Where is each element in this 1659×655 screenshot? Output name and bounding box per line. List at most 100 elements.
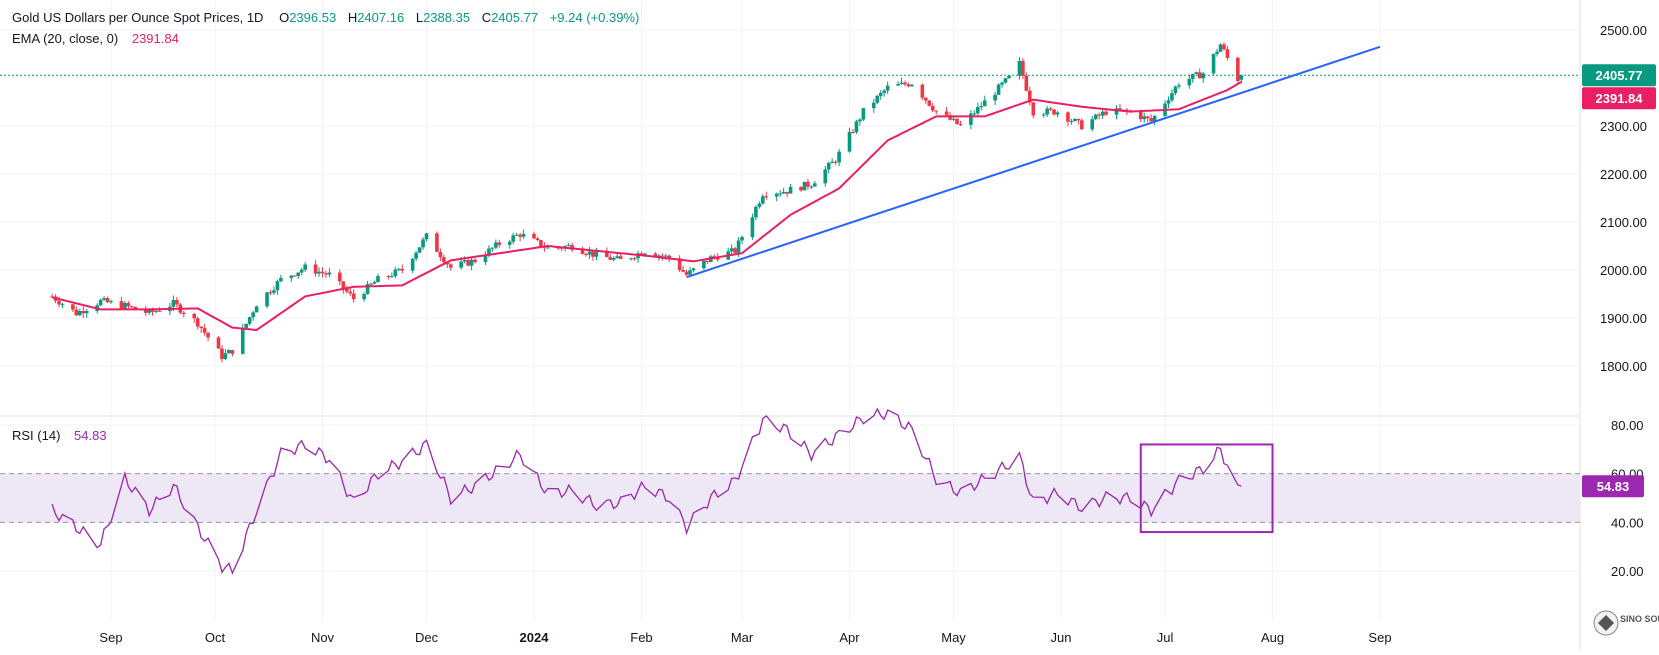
candle-body xyxy=(896,84,900,86)
candle xyxy=(400,264,405,274)
rsi-tick-label: 20.00 xyxy=(1611,564,1644,579)
candle-body xyxy=(410,258,415,271)
candle-body xyxy=(279,277,283,282)
open-value: 2396.53 xyxy=(289,10,336,25)
candle-body xyxy=(882,90,886,93)
candle xyxy=(1173,85,1178,96)
candle-body xyxy=(57,300,61,305)
candle-body xyxy=(1021,60,1025,76)
candle-body xyxy=(344,288,349,292)
candle xyxy=(338,269,342,286)
candle xyxy=(303,261,307,272)
candle-body xyxy=(390,276,394,278)
candle-body xyxy=(490,247,495,249)
candle-body xyxy=(396,268,401,270)
time-tick-label: Dec xyxy=(415,630,439,645)
candle-body xyxy=(518,234,522,237)
candle xyxy=(324,270,328,278)
ema-line xyxy=(51,81,1242,332)
candle xyxy=(386,275,391,280)
candle-body xyxy=(1118,108,1122,111)
candle-body xyxy=(448,264,453,268)
candle xyxy=(806,179,810,190)
candle xyxy=(435,231,439,253)
candle xyxy=(799,186,803,192)
candle xyxy=(119,296,124,310)
candle-body xyxy=(348,291,353,294)
candle xyxy=(594,247,599,261)
time-axis[interactable]: Sep Oct Nov Dec 2024 Feb Mar Apr May Jun Jul Aug Sep xyxy=(99,630,1391,645)
candle-body xyxy=(438,251,443,258)
candle-body xyxy=(761,196,765,204)
candle xyxy=(684,269,689,276)
price-tick-label: 2300.00 xyxy=(1600,119,1647,134)
candle-body xyxy=(712,256,717,258)
candle-body xyxy=(788,186,793,194)
candle-body xyxy=(1239,75,1244,80)
candle xyxy=(313,260,318,277)
candle-body xyxy=(109,301,113,303)
candle-body xyxy=(202,328,207,333)
candle-body xyxy=(663,255,668,257)
svg-text:RSI (14) 54.83: RSI (14) 54.83 xyxy=(12,428,107,443)
candle-body xyxy=(393,269,398,277)
rsi-line xyxy=(51,407,1242,575)
candle-body xyxy=(511,235,515,242)
candle-body xyxy=(858,119,862,122)
candle xyxy=(996,83,1001,96)
candle xyxy=(348,287,353,296)
candle-body xyxy=(535,238,540,241)
candle xyxy=(615,253,620,259)
candle xyxy=(511,232,515,245)
candle-body xyxy=(629,258,633,260)
candle-body xyxy=(993,94,997,101)
candle xyxy=(632,257,637,261)
candle-body xyxy=(421,239,425,248)
candle xyxy=(317,267,321,277)
candle xyxy=(1045,105,1049,117)
candle-body xyxy=(251,312,255,318)
candle xyxy=(105,296,110,303)
candle-body xyxy=(660,255,665,257)
candle xyxy=(414,250,418,262)
candle xyxy=(993,91,997,106)
candle-body xyxy=(459,261,463,268)
candle xyxy=(109,299,113,304)
trend-line[interactable] xyxy=(686,45,1381,279)
rsi-highlight-box[interactable] xyxy=(1139,443,1274,534)
candle xyxy=(1152,115,1157,126)
candle xyxy=(629,257,633,261)
candle xyxy=(507,239,512,249)
candle xyxy=(265,291,269,309)
price-tick-label: 2500.00 xyxy=(1600,23,1647,38)
candle-body xyxy=(400,268,405,271)
candle-body xyxy=(1142,116,1147,120)
time-tick-label: Jun xyxy=(1051,630,1072,645)
candle xyxy=(851,128,855,134)
time-tick-label: Jul xyxy=(1157,630,1174,645)
candle-body xyxy=(254,306,259,313)
candle xyxy=(251,310,255,321)
candle-body xyxy=(507,241,512,245)
ema-price-tag: 2391.84 xyxy=(1582,87,1656,110)
candle-body xyxy=(1055,112,1060,115)
candle-body xyxy=(934,110,938,112)
candle xyxy=(421,237,425,250)
candle xyxy=(934,110,938,115)
candle-body xyxy=(98,299,103,306)
candle-body xyxy=(435,233,439,252)
candle-body xyxy=(556,247,561,249)
candle xyxy=(858,118,862,126)
candle-body xyxy=(1211,53,1216,74)
price-tick-label: 1900.00 xyxy=(1600,311,1647,326)
candle-body xyxy=(1066,112,1070,122)
time-tick-label: Aug xyxy=(1261,630,1284,645)
candle xyxy=(778,190,782,197)
candle-body xyxy=(105,298,110,303)
candle xyxy=(279,274,283,283)
candle xyxy=(272,286,276,296)
candle-body xyxy=(275,281,280,291)
candle xyxy=(750,213,755,240)
candle-body xyxy=(871,102,876,109)
